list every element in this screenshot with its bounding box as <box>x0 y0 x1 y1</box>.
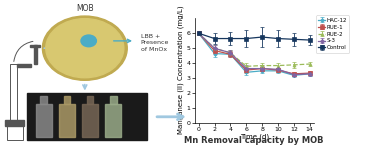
Legend: HAC-12, RUE-1, RUE-2, S-3, Control: HAC-12, RUE-1, RUE-2, S-3, Control <box>316 15 349 53</box>
Bar <box>7 126 23 140</box>
Bar <box>27 93 147 140</box>
Bar <box>64 96 70 104</box>
Y-axis label: Manganese (II) Concentration (mg/L): Manganese (II) Concentration (mg/L) <box>178 6 184 134</box>
X-axis label: Time (d): Time (d) <box>240 134 269 140</box>
Text: LBB +
Presence
of MnOx: LBB + Presence of MnOx <box>141 34 169 52</box>
Bar <box>87 96 93 104</box>
Bar <box>17 64 31 67</box>
Bar <box>105 104 121 137</box>
Circle shape <box>46 19 124 78</box>
Text: Mn Removal capacity by MOB: Mn Removal capacity by MOB <box>184 136 324 145</box>
Text: MOB: MOB <box>76 4 94 13</box>
Bar <box>110 96 117 104</box>
Bar <box>40 96 47 104</box>
Circle shape <box>42 16 127 80</box>
Bar <box>10 64 17 120</box>
Bar <box>30 45 40 47</box>
Bar <box>5 120 24 126</box>
Bar <box>82 104 98 137</box>
Bar <box>34 45 37 64</box>
Bar <box>59 104 75 137</box>
Circle shape <box>81 35 96 47</box>
Bar <box>36 104 52 137</box>
